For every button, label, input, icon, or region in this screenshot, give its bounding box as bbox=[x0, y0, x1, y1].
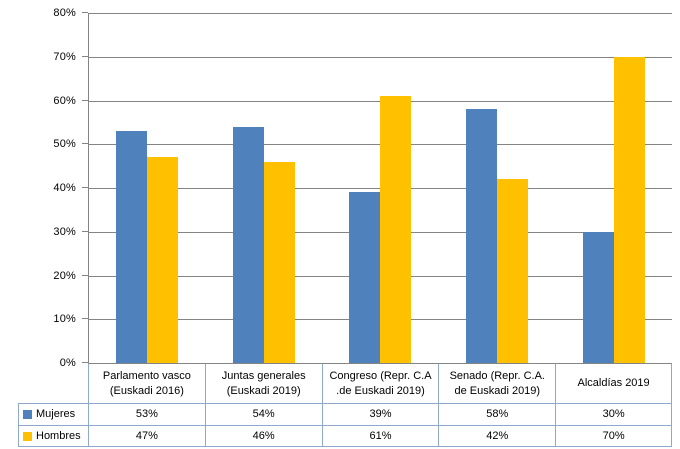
mujeres-legend-swatch bbox=[23, 410, 32, 419]
hombres-legend-swatch bbox=[23, 431, 32, 441]
y-tick-label: 20% bbox=[53, 269, 76, 282]
value-cell-hombres: 61% bbox=[321, 425, 439, 447]
bar-group-congreso bbox=[322, 13, 439, 363]
value-cell-hombres: 46% bbox=[204, 425, 322, 447]
chart-data-table: Parlamento vasco (Euskadi 2016) Juntas g… bbox=[18, 363, 672, 447]
value-cell-hombres: 42% bbox=[438, 425, 556, 447]
category-header: Parlamento vasco (Euskadi 2016) bbox=[88, 363, 205, 403]
y-tick-label: 40% bbox=[53, 182, 76, 194]
y-axis-ticks bbox=[82, 12, 88, 363]
bar-hombres bbox=[263, 161, 295, 363]
y-tick-label: 30% bbox=[53, 225, 76, 238]
value-cell-mujeres: 30% bbox=[555, 403, 672, 425]
bar-group-parlamento-vasco bbox=[89, 13, 206, 363]
y-tick-label: 0% bbox=[59, 357, 76, 369]
table-corner-empty bbox=[18, 363, 88, 403]
bar-mujeres bbox=[582, 231, 614, 363]
legend-hombres: Hombres bbox=[18, 425, 88, 447]
value-cell-mujeres: 39% bbox=[321, 403, 439, 425]
bar-group-juntas-generales bbox=[206, 13, 323, 363]
y-tick-label: 10% bbox=[53, 313, 76, 326]
category-header: Congreso (Repr. C.A .de Euskadi 2019) bbox=[321, 363, 439, 403]
y-tick-label: 70% bbox=[53, 50, 76, 63]
y-axis-labels: 80% 70% 60% 50% 40% 30% 20% 10% 0% bbox=[0, 7, 76, 369]
bar-hombres bbox=[613, 56, 645, 363]
category-header: Alcaldías 2019 bbox=[555, 363, 672, 403]
bar-mujeres bbox=[232, 126, 264, 363]
value-cell-hombres: 47% bbox=[88, 425, 205, 447]
bar-mujeres bbox=[116, 131, 148, 363]
bar-hombres bbox=[380, 96, 412, 363]
value-cell-mujeres: 58% bbox=[438, 403, 556, 425]
y-tick-label: 50% bbox=[53, 138, 76, 151]
bar-hombres bbox=[147, 157, 179, 363]
category-header: Juntas generales (Euskadi 2019) bbox=[204, 363, 322, 403]
value-cell-hombres: 70% bbox=[555, 425, 672, 447]
y-tick-label: 60% bbox=[53, 94, 76, 107]
legend-mujeres-label: Mujeres bbox=[36, 408, 76, 420]
gridline bbox=[89, 56, 672, 58]
value-cell-mujeres: 53% bbox=[88, 403, 205, 425]
bar-group-senado bbox=[439, 13, 556, 363]
bar-hombres bbox=[497, 179, 529, 363]
legend-mujeres: Mujeres bbox=[18, 403, 88, 425]
plot-area bbox=[88, 13, 672, 363]
gridline bbox=[89, 13, 672, 14]
category-header: Senado (Repr. C.A. de Euskadi 2019) bbox=[438, 363, 556, 403]
value-cell-mujeres: 54% bbox=[204, 403, 322, 425]
bar-mujeres bbox=[466, 109, 498, 363]
bar-mujeres bbox=[349, 192, 381, 363]
legend-hombres-label: Hombres bbox=[36, 429, 81, 442]
y-tick-label: 80% bbox=[53, 7, 76, 19]
bar-group-alcaldias bbox=[555, 13, 672, 363]
